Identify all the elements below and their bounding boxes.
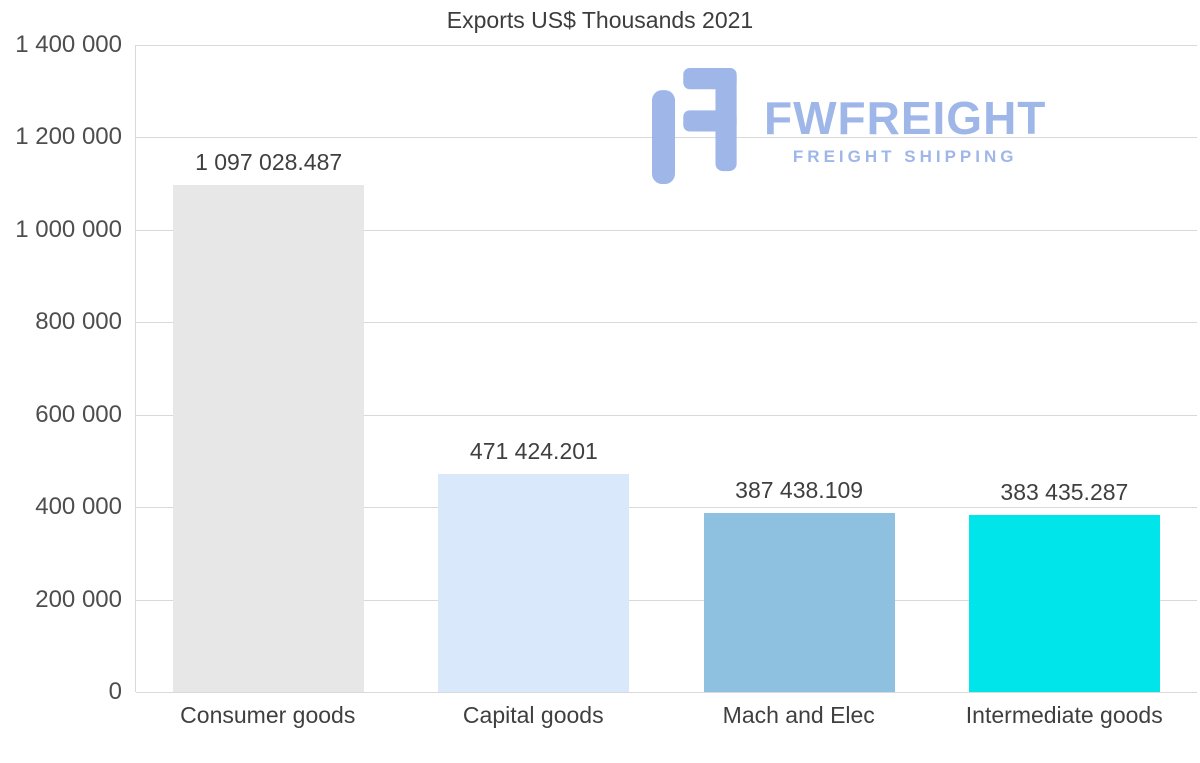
chart-title: Exports US$ Thousands 2021: [446, 7, 754, 33]
bar-value-label: 1 097 028.487: [195, 149, 343, 176]
x-axis-category-label: Consumer goods: [180, 702, 356, 728]
y-axis: 0 200 000 400 000 600 000 800 000 1 000 000 1 …: [0, 31, 122, 705]
watermark-text: FWFREIGHT FREIGHT SHIPPING: [764, 94, 1046, 167]
bar-value-label: 387 438.109: [735, 476, 864, 503]
watermark-brand: FWFREIGHT: [764, 92, 1047, 144]
y-axis-tick-label: 1 000 000: [15, 215, 122, 243]
y-axis-tick-label: 1 400 000: [15, 31, 122, 58]
gridline: [136, 322, 1197, 324]
gridline: [136, 507, 1197, 509]
bar-value-label: 383 435.287: [1000, 478, 1129, 505]
watermark-tagline: FREIGHT SHIPPING: [792, 147, 1018, 167]
y-axis-tick-label: 600 000: [35, 400, 122, 428]
y-axis-tick-label: 400 000: [35, 493, 122, 521]
gridline: [136, 45, 1197, 46]
gridline: [136, 414, 1197, 416]
fwfreight-logo-icon: [652, 68, 744, 184]
bar: [968, 514, 1160, 692]
x-axis: Consumer goods Capital goods Mach and Elec…: [135, 702, 1197, 729]
gridline: [136, 692, 1197, 693]
bar: [703, 512, 895, 692]
watermark-logo: FWFREIGHT FREIGHT SHIPPING: [652, 68, 1046, 184]
x-axis-category-label: Mach and Elec: [722, 702, 875, 728]
y-axis-tick-label: 1 200 000: [15, 123, 122, 151]
y-axis-tick-label: 200 000: [35, 585, 122, 613]
x-axis-category-label: Intermediate goods: [965, 702, 1163, 728]
y-axis-tick-label: 800 000: [35, 308, 122, 336]
bars-area: 1 097 028.487 471 424.201 387 438.109 383 4…: [136, 45, 1197, 692]
bar: [173, 185, 365, 692]
gridline: [136, 229, 1197, 231]
bar-slot: 387 438.109: [667, 45, 932, 692]
bar: [438, 474, 630, 692]
y-axis-tick-label: 0: [108, 678, 122, 705]
gridline: [136, 599, 1197, 601]
bar-slot: 1 097 028.487: [136, 45, 401, 692]
bar-slot: 383 435.287: [932, 45, 1197, 692]
bar-value-label: 471 424.201: [469, 438, 598, 465]
plot-area: 1 097 028.487 471 424.201 387 438.109 383 4…: [135, 45, 1197, 693]
bar-slot: 471 424.201: [401, 45, 666, 692]
x-axis-category-label: Capital goods: [462, 702, 604, 728]
